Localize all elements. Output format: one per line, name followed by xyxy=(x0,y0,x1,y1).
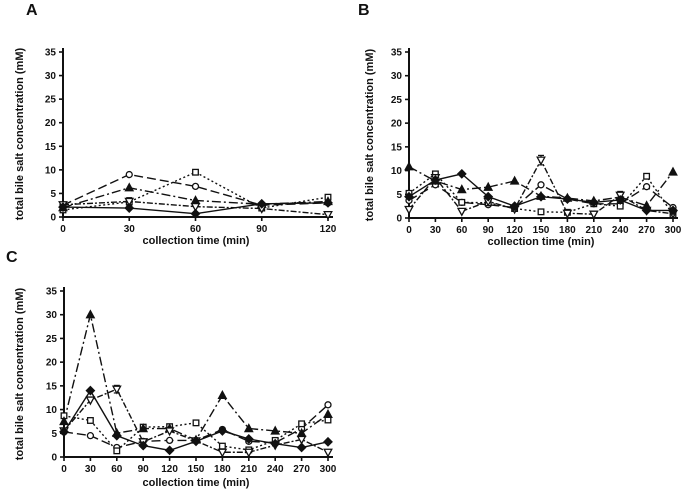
svg-text:90: 90 xyxy=(483,225,495,236)
svg-text:60: 60 xyxy=(111,464,123,475)
svg-text:35: 35 xyxy=(45,48,57,59)
panel-c-x-axis-title: collection time (min) xyxy=(142,477,250,489)
svg-text:15: 15 xyxy=(46,381,58,392)
svg-text:25: 25 xyxy=(46,334,58,345)
svg-text:25: 25 xyxy=(45,95,57,106)
svg-text:60: 60 xyxy=(456,225,468,236)
svg-text:0: 0 xyxy=(51,453,57,464)
svg-text:20: 20 xyxy=(45,118,57,129)
svg-text:20: 20 xyxy=(46,358,58,369)
panel-b-x-axis-title: collection time (min) xyxy=(487,236,595,248)
svg-text:90: 90 xyxy=(138,464,150,475)
svg-text:150: 150 xyxy=(533,225,550,236)
svg-text:15: 15 xyxy=(45,142,57,153)
svg-text:10: 10 xyxy=(46,405,58,416)
svg-text:240: 240 xyxy=(267,464,284,475)
panel-a-x-axis-title: collection time (min) xyxy=(142,235,250,247)
panel-c-y-axis-title: total bile salt concentration (mM) xyxy=(14,287,26,461)
svg-text:120: 120 xyxy=(320,224,337,235)
panel-b-chart: 0 5 10 15 20 25 30 35 0 30 60 90 120 150 180 210 240 270 3… xyxy=(391,48,682,237)
panel-c-chart: 0 5 10 15 20 25 30 35 0 30 60 90 120 150 180 210 240 270 3… xyxy=(46,287,337,476)
panel-a-letter: A xyxy=(26,2,38,19)
panel-b: B 0 5 10 15 20 25 30 35 0 30 60 90 120 150 180 210 240 27… xyxy=(350,0,699,250)
svg-text:15: 15 xyxy=(391,142,403,153)
svg-text:240: 240 xyxy=(612,225,629,236)
svg-text:30: 30 xyxy=(124,224,136,235)
svg-text:30: 30 xyxy=(85,464,97,475)
svg-text:30: 30 xyxy=(391,71,403,82)
svg-text:35: 35 xyxy=(46,287,58,298)
svg-text:0: 0 xyxy=(50,213,56,224)
panel-b-letter: B xyxy=(358,2,370,19)
panel-b-y-axis-title: total bile salt concentration (mM) xyxy=(364,48,376,222)
svg-text:0: 0 xyxy=(406,225,412,236)
panel-a: A 0 5 10 15 20 25 30 35 0 30 60 90 120 total bile sa… xyxy=(0,0,350,250)
svg-text:5: 5 xyxy=(50,189,56,200)
svg-text:210: 210 xyxy=(585,225,602,236)
svg-text:0: 0 xyxy=(60,224,66,235)
svg-text:10: 10 xyxy=(391,166,403,177)
svg-text:90: 90 xyxy=(256,224,268,235)
svg-text:210: 210 xyxy=(240,464,257,475)
svg-text:30: 30 xyxy=(45,71,57,82)
svg-text:300: 300 xyxy=(665,225,682,236)
svg-text:30: 30 xyxy=(430,225,442,236)
svg-text:180: 180 xyxy=(559,225,576,236)
svg-text:30: 30 xyxy=(46,310,58,321)
svg-text:300: 300 xyxy=(320,464,337,475)
svg-text:120: 120 xyxy=(161,464,178,475)
panel-a-chart: 0 5 10 15 20 25 30 35 0 30 60 90 120 xyxy=(45,48,337,236)
panel-a-y-axis-title: total bile salt concentration (mM) xyxy=(14,47,26,221)
svg-text:35: 35 xyxy=(391,48,403,59)
svg-text:10: 10 xyxy=(45,165,57,176)
svg-text:25: 25 xyxy=(391,95,403,106)
svg-text:60: 60 xyxy=(190,224,202,235)
svg-text:5: 5 xyxy=(396,190,402,201)
svg-text:0: 0 xyxy=(61,464,67,475)
svg-text:180: 180 xyxy=(214,464,231,475)
svg-text:270: 270 xyxy=(638,225,655,236)
svg-text:270: 270 xyxy=(293,464,310,475)
svg-text:150: 150 xyxy=(188,464,205,475)
panel-c-letter: C xyxy=(6,249,18,266)
svg-text:120: 120 xyxy=(506,225,523,236)
svg-text:20: 20 xyxy=(391,119,403,130)
svg-text:0: 0 xyxy=(396,214,402,225)
svg-text:5: 5 xyxy=(51,429,57,440)
panel-c: C 0 5 10 15 20 25 30 35 0 30 60 90 120 150 180 210 240 27… xyxy=(0,250,350,502)
